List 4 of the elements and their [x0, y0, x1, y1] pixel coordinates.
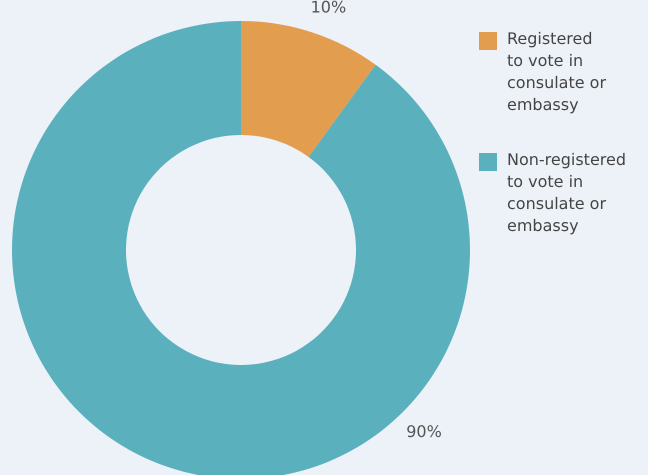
legend-label: Non-registered to vote in consulate or embassy	[507, 150, 626, 235]
data-label: 90%	[406, 422, 442, 441]
data-label: 10%	[310, 0, 346, 16]
legend-label: Registered to vote in consulate or embassy	[507, 29, 606, 114]
